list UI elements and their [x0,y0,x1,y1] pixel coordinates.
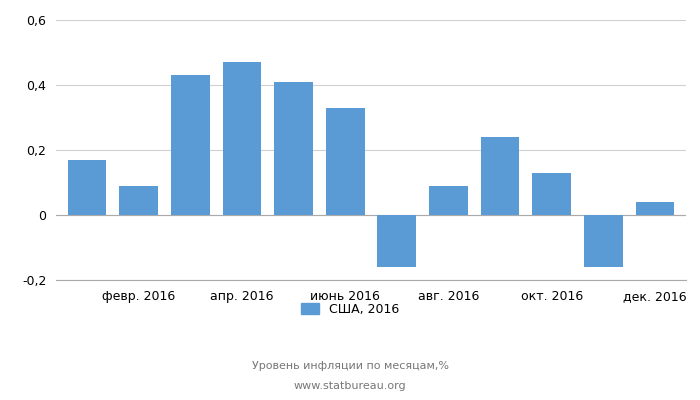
Bar [223,62,261,215]
Text: Уровень инфляции по месяцам,%: Уровень инфляции по месяцам,% [251,361,449,371]
Bar [377,215,416,267]
Bar [326,108,365,215]
Bar [636,202,674,215]
Text: www.statbureau.org: www.statbureau.org [294,381,406,391]
Bar [68,160,106,215]
Bar [584,215,623,267]
Bar [171,75,209,215]
Bar [533,173,571,215]
Bar [119,186,158,215]
Bar [481,137,519,215]
Bar [429,186,468,215]
Bar [274,82,313,215]
Legend: США, 2016: США, 2016 [300,303,400,316]
